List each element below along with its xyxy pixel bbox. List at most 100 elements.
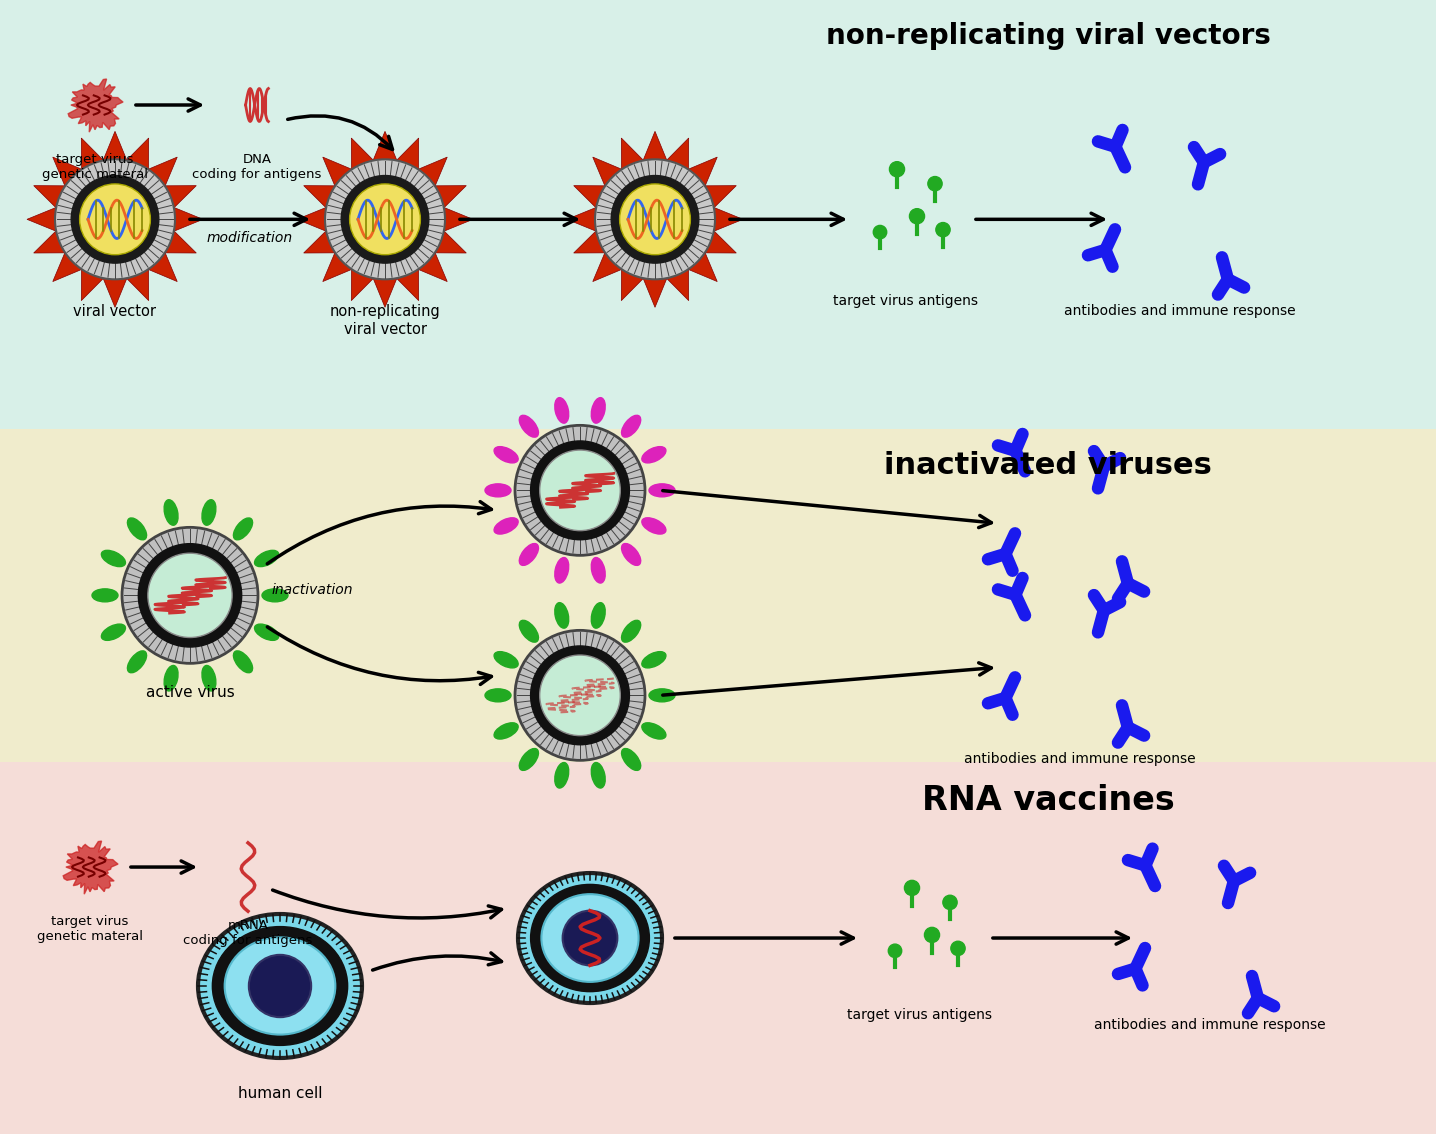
Ellipse shape [213,926,348,1046]
Bar [0,0,1436,429]
Circle shape [612,176,699,263]
Circle shape [563,911,617,965]
Circle shape [925,928,939,942]
Circle shape [905,880,919,896]
Ellipse shape [530,885,649,991]
Ellipse shape [554,558,569,583]
Text: target virus
genetic materal: target virus genetic materal [37,915,144,943]
Text: active virus: active virus [145,685,234,701]
Polygon shape [53,253,82,281]
Polygon shape [688,158,717,186]
Text: mRNA
coding for antigens: mRNA coding for antigens [184,919,313,947]
Ellipse shape [202,666,215,691]
Ellipse shape [224,938,336,1034]
Polygon shape [714,208,742,231]
Polygon shape [82,138,103,170]
Polygon shape [666,269,689,301]
Ellipse shape [202,500,215,525]
Ellipse shape [592,558,605,583]
Polygon shape [622,138,643,170]
Polygon shape [373,132,396,161]
Polygon shape [103,132,126,161]
Polygon shape [303,186,335,208]
Polygon shape [622,269,643,301]
Polygon shape [165,186,197,208]
Circle shape [540,450,620,531]
Polygon shape [103,278,126,307]
Circle shape [516,425,645,556]
Text: inactivation: inactivation [271,583,353,598]
Polygon shape [297,208,326,231]
Ellipse shape [164,666,178,691]
Text: RNA vaccines: RNA vaccines [922,784,1175,818]
Circle shape [342,176,429,263]
Ellipse shape [642,652,666,668]
Ellipse shape [622,415,640,438]
Circle shape [889,162,905,177]
Ellipse shape [254,624,279,641]
Circle shape [530,646,629,745]
Circle shape [530,441,629,540]
Ellipse shape [128,651,146,672]
Ellipse shape [592,762,605,788]
Circle shape [951,941,965,956]
Circle shape [79,184,151,255]
Polygon shape [444,208,472,231]
Polygon shape [33,231,65,253]
Circle shape [72,176,159,263]
Circle shape [248,955,312,1017]
Circle shape [55,159,175,279]
Polygon shape [373,278,396,307]
Ellipse shape [649,688,675,702]
Ellipse shape [518,873,662,1004]
Polygon shape [705,186,737,208]
Ellipse shape [92,589,118,602]
Polygon shape [126,269,149,301]
Circle shape [540,655,620,736]
Polygon shape [82,269,103,301]
Ellipse shape [554,762,569,788]
Ellipse shape [234,651,253,672]
Ellipse shape [592,398,605,423]
Polygon shape [418,158,447,186]
Text: inactivated viruses: inactivated viruses [885,450,1212,480]
Polygon shape [303,231,335,253]
Circle shape [122,527,258,663]
Circle shape [889,945,902,957]
Circle shape [516,631,645,761]
Polygon shape [666,138,689,170]
Ellipse shape [254,550,279,567]
Polygon shape [165,231,197,253]
Ellipse shape [642,518,666,534]
Ellipse shape [128,518,146,540]
Circle shape [909,209,925,223]
Ellipse shape [198,914,362,1058]
Polygon shape [435,186,467,208]
Circle shape [148,553,233,637]
Ellipse shape [520,543,538,566]
Ellipse shape [541,894,639,982]
Ellipse shape [102,624,125,641]
Polygon shape [593,158,622,186]
Polygon shape [574,186,605,208]
Circle shape [873,226,886,239]
Ellipse shape [554,398,569,423]
Polygon shape [643,278,666,307]
Ellipse shape [520,620,538,642]
Text: human cell: human cell [238,1086,322,1101]
Ellipse shape [622,620,640,642]
Text: antibodies and immune response: antibodies and immune response [1064,304,1295,319]
Polygon shape [63,841,118,894]
Ellipse shape [592,602,605,628]
Circle shape [349,184,421,255]
Polygon shape [567,208,596,231]
Text: DNA
coding for antigens: DNA coding for antigens [192,153,322,181]
Ellipse shape [485,484,511,497]
Text: antibodies and immune response: antibodies and immune response [964,752,1196,767]
Circle shape [325,159,445,279]
Circle shape [936,222,951,237]
Circle shape [619,184,691,255]
Text: target virus antigens: target virus antigens [833,295,978,308]
Bar [0,429,1436,762]
Bar [0,762,1436,1134]
